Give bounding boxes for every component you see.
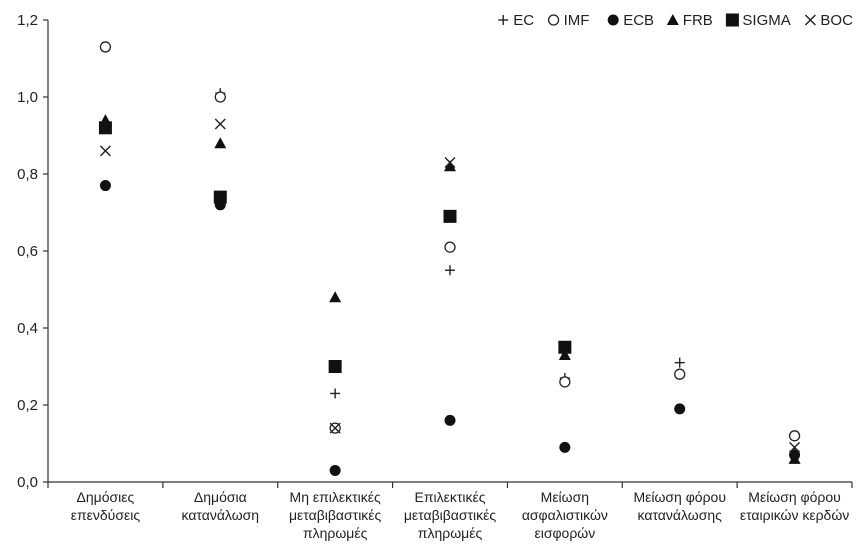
point-imf [788, 430, 801, 442]
point-ec [330, 388, 341, 399]
point-imf [214, 91, 226, 103]
point-frb [329, 291, 342, 303]
point-ecb [99, 180, 111, 192]
data-points [98, 41, 801, 476]
point-boc [214, 118, 226, 130]
x-category-label: Μείωση ασφαλιστικών εισφορών [522, 489, 608, 541]
y-tick-label: 0,2 [17, 397, 38, 414]
point-imf [444, 241, 456, 253]
point-boc [444, 156, 456, 168]
legend-label-frb: FRB [683, 12, 713, 29]
legend-marker-sigma [725, 13, 739, 27]
y-tick-label: 0,0 [17, 474, 38, 491]
point-frb [444, 160, 456, 172]
x-category-label: Δημόσια κατανάλωση [181, 489, 259, 523]
point-frb [788, 452, 801, 464]
legend-marker-ecb [607, 14, 619, 26]
x-category-label: Δημόσιες επενδύσεις [71, 489, 141, 523]
point-boc [789, 441, 801, 453]
point-boc [329, 422, 341, 434]
point-boc [99, 145, 111, 157]
point-ec [674, 357, 685, 368]
legend: EC IMF ECB FRB SIGMA BOC [498, 12, 853, 29]
point-sigma [328, 360, 342, 373]
legend-marker-boc [804, 14, 816, 26]
x-category-label: Μείωση φόρου εταιρικών κερδών [740, 489, 849, 523]
x-category-label: Επιλεκτικές μεταβιβαστικές πληρωμές [404, 489, 497, 541]
legend-marker-frb [666, 14, 679, 25]
y-tick-label: 0,6 [17, 243, 38, 260]
legend-marker-imf [547, 14, 560, 26]
point-imf [99, 41, 112, 53]
point-sigma [98, 121, 112, 135]
legend-label-ec: EC [513, 12, 534, 29]
point-ec [445, 265, 455, 276]
point-frb [214, 137, 227, 149]
point-imf [674, 368, 686, 380]
x-category-label: Μείωση φόρου κατανάλωσης [633, 489, 726, 523]
y-tick-label: 1,2 [17, 12, 38, 29]
point-sigma [443, 209, 457, 223]
point-frb [558, 348, 571, 360]
point-sigma [558, 340, 572, 354]
point-ecb [559, 441, 571, 453]
legend-label-boc: BOC [820, 12, 853, 29]
x-category-label: Μη επιλεκτικές μεταβιβαστικές πληρωμές [289, 489, 382, 541]
legend-label-sigma: SIGMA [742, 12, 790, 29]
y-tick-label: 0,4 [17, 320, 38, 337]
point-ecb [444, 414, 456, 426]
legend-label-imf: IMF [564, 12, 590, 29]
y-tick-label: 1,0 [17, 89, 38, 106]
point-imf [559, 376, 571, 388]
y-axis-ticks: 0,0 0,2 0,4 0,6 0,8 1,0 1,2 [17, 12, 48, 491]
x-axis-categories: Δημόσιες επενδύσεις Δημόσια κατανάλωση Μη επ… [47, 482, 853, 541]
point-sigma [213, 190, 227, 204]
legend-marker-ec [498, 15, 509, 25]
point-ecb [329, 464, 341, 476]
legend-label-ecb: ECB [623, 12, 654, 29]
point-ecb [674, 403, 686, 415]
y-tick-label: 0,8 [17, 166, 38, 183]
